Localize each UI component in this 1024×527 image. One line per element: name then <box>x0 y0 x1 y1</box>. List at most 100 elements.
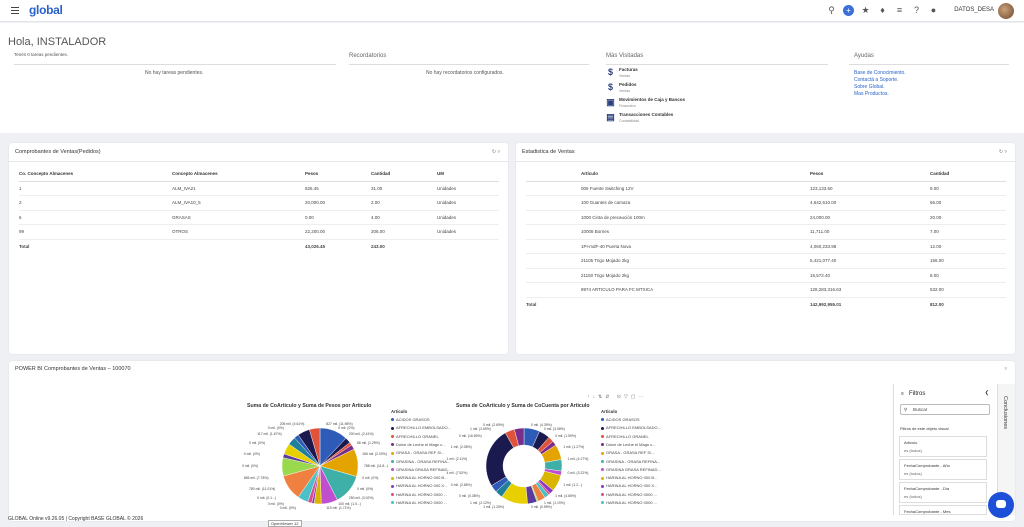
legend-item[interactable]: GRASINA - GRASA REFINA... <box>391 459 450 464</box>
visited-item[interactable]: ▤ Transacciones Contables Contabilidad <box>606 112 673 123</box>
help-link-support[interactable]: Contactá a Soporte. <box>854 77 899 83</box>
legend-item[interactable]: GRASA - GRASA REF S/... <box>601 450 654 455</box>
pie-data-label: 0 mil. (0%) <box>267 502 284 507</box>
legend-item[interactable]: GRASA - GRASA REF S/... <box>391 450 444 455</box>
pie-slice[interactable] <box>309 427 321 467</box>
table-row[interactable]: 21105 Trigo Mojado 2kg 5,421,077.40 156.00 <box>526 253 1006 269</box>
legend-item[interactable]: AFRECHILLO EMBOLSADO... <box>391 425 451 430</box>
filter-card[interactable]: FechaComprobante - Año es (todos) <box>899 459 987 480</box>
plus-circle-icon[interactable]: + <box>843 5 854 16</box>
reminders-title: Recordatorios <box>349 53 387 59</box>
filters-search-input[interactable]: ⚲ Buscar <box>900 404 990 415</box>
column-header[interactable]: Pesos <box>305 167 371 182</box>
chat-bubble-icon[interactable] <box>988 492 1014 518</box>
table-row[interactable]: 1 ALM_IVA21 826.45 31.00 Unidades <box>19 181 499 196</box>
filter-icon[interactable]: ▿ <box>1004 149 1007 155</box>
pie-data-label: 0 mil. (0%) <box>243 452 260 457</box>
collapse-icon[interactable]: ❮ <box>984 390 989 396</box>
table-row[interactable]: 006 Fuente Switching 12V 123,133.60 9.00 <box>526 181 1006 196</box>
column-header[interactable]: UM <box>437 167 499 182</box>
column-header[interactable]: Pesos <box>810 167 930 182</box>
legend-item[interactable]: GRASINA GRASA REFINAD... <box>391 467 451 472</box>
filter-card[interactable]: Articulo es (todos) <box>899 436 987 457</box>
conclusiones-tab[interactable]: Conclusiones <box>997 384 1015 515</box>
logo[interactable]: global <box>29 3 63 17</box>
divider <box>14 64 336 65</box>
refresh-icon[interactable]: ↻ <box>491 149 497 155</box>
cell: 99 <box>19 224 172 240</box>
legend-item[interactable]: Dulce de Leche el Mago c... <box>601 442 656 447</box>
table-row[interactable]: 21150 Trigo Mojado 2kg 15,572.40 8.00 <box>526 268 1006 283</box>
column-header[interactable]: Cantidad <box>371 167 437 182</box>
legend-item[interactable]: AFRECHILLO GRANEL <box>391 434 439 439</box>
user-name[interactable]: DATOS_DESA <box>954 7 994 13</box>
column-header[interactable]: Co. Concepto Almacenes <box>19 167 172 182</box>
pie-slice[interactable] <box>485 432 514 486</box>
column-header[interactable]: Concepto Almacenes <box>172 167 305 182</box>
table-row[interactable]: 1000 Cinta de precaución 100m 24,000.00 20… <box>526 210 1006 225</box>
legend-item[interactable]: HARINA AL HORNO 000 B... <box>601 475 657 480</box>
legend-item[interactable]: Dulce de Leche el Mago c... <box>391 442 446 447</box>
top-bar: global ⚲ + ★ ♦ ≡ ? ● DATOS_DESA <box>0 0 1024 22</box>
footer-text: GLOBAL Online v9.26.05 | Copyright BASE … <box>8 516 144 522</box>
help-icon[interactable]: ? <box>913 5 919 15</box>
filter-card[interactable]: FechaComprobante - Mes <box>899 505 987 515</box>
legend-item[interactable]: HARINA AL HORNO 0000 ... <box>601 500 657 505</box>
help-link-about[interactable]: Sobre Global. <box>854 84 885 90</box>
table-row[interactable]: 1PI-mdF-40 Puerta Nova 4,060,233.98 12.00 <box>526 239 1006 254</box>
bell-icon[interactable]: ♦ <box>880 5 885 15</box>
legend-item[interactable]: HARINA AL HORNO 000 B... <box>391 475 447 480</box>
help-link-knowledge[interactable]: Base de Conocimiento. <box>854 70 906 76</box>
visited-item[interactable]: $ Pedidos Ventas <box>606 82 637 93</box>
refresh-icon[interactable]: ↻ <box>998 149 1004 155</box>
divider <box>849 64 1009 65</box>
legend-item[interactable]: HARINA AL HORNO 0000 ... <box>601 492 657 497</box>
legend-item[interactable]: GRASINA - GRASA REFINA... <box>601 459 660 464</box>
legend-item[interactable]: HARINA AL HORNO 000 X... <box>391 483 447 488</box>
filter-card[interactable]: FechaComprobante - Día es (todos) <box>899 482 987 503</box>
legend-item[interactable]: ACIDOS GRASOS <box>601 417 640 422</box>
card-tools: ↻ ▿ <box>492 149 500 155</box>
legend-item[interactable]: AFRECHILLO EMBOLSADO... <box>601 425 661 430</box>
table-row[interactable]: 2 ALM_IVA10_5 20,000.00 2.00 Unidades <box>19 195 499 211</box>
chart-title: Suma de CoArticulo y Suma de CoCuenta po… <box>456 403 590 409</box>
donut-chart-cocuenta <box>485 427 563 505</box>
legend-item[interactable]: HARINA AL HORNO 0000 ... <box>391 500 447 505</box>
table-row[interactable]: 100 Guantes de carnaza 4,642,510.00 66.00 <box>526 195 1006 211</box>
dollar-icon: $ <box>607 67 613 77</box>
cell: 66.00 <box>930 195 1006 211</box>
visited-item[interactable]: $ Facturas Ventas <box>606 67 638 78</box>
table-row[interactable]: 10008 Bornes 11,711.00 7.00 <box>526 224 1006 240</box>
avatar[interactable] <box>998 3 1014 19</box>
pie-data-label: 0 mil. (0.59%) <box>530 505 552 510</box>
legend-item[interactable]: GRASINA GRASA REFINAD... <box>601 467 661 472</box>
card-title: Comprobantes de Ventas(Pedidos) <box>15 149 101 155</box>
table-row[interactable]: 6 GRASAS 0.00 4.00 Unidades <box>19 210 499 225</box>
card-tools: ↻ ▿ <box>999 149 1007 155</box>
sliders-icon[interactable]: ≡ <box>896 5 903 15</box>
filter-icon[interactable]: ▿ <box>1004 366 1007 372</box>
pie-slice[interactable] <box>514 427 525 446</box>
filter-icon[interactable]: ▿ <box>497 149 500 155</box>
menu-icon[interactable] <box>11 5 19 15</box>
legend-item[interactable]: ACIDOS GRASOS <box>391 417 430 422</box>
visited-sub-text: Ventas <box>619 89 630 93</box>
pie-data-label: 0 mil. (0.38%) <box>458 493 480 498</box>
star-icon[interactable]: ★ <box>861 5 870 15</box>
legend-item[interactable]: AFRECHILLO GRANEL <box>601 434 649 439</box>
legend-item[interactable]: HARINA AL HORNO 000 X... <box>601 483 657 488</box>
pie-data-label: 205 mil. (4.61%) <box>279 422 305 427</box>
cell: 100 Guantes de carnaza <box>526 195 810 211</box>
visual-toolbar[interactable]: ↑↓⇅⇵ ⊙▽▢⋯ <box>587 394 647 400</box>
legend-item[interactable]: HARINA AL HORNO 0000 ... <box>391 492 447 497</box>
visited-item[interactable]: ▣ Movimientos de Caja y Bancos Financiero <box>606 97 685 108</box>
column-header[interactable]: Cantidad <box>930 167 1006 182</box>
table-row[interactable]: 99 OTROS 22,200.00 206.00 Unidades <box>19 224 499 240</box>
help-link-products[interactable]: Mas Productos. <box>854 91 889 97</box>
cell: 21105 Trigo Mojado 2kg <box>526 253 810 269</box>
table-row[interactable]: 8974 ARTICULO PARA FC MTXICA 128,283,316.… <box>526 282 1006 298</box>
powerbi-report[interactable]: ↑↓⇅⇵ ⊙▽▢⋯ Suma de CoArticulo y Suma de P… <box>9 383 1015 515</box>
bank-icon: ▣ <box>606 97 615 107</box>
search-icon[interactable]: ⚲ <box>828 5 835 15</box>
column-header[interactable]: Artículo <box>526 167 810 182</box>
